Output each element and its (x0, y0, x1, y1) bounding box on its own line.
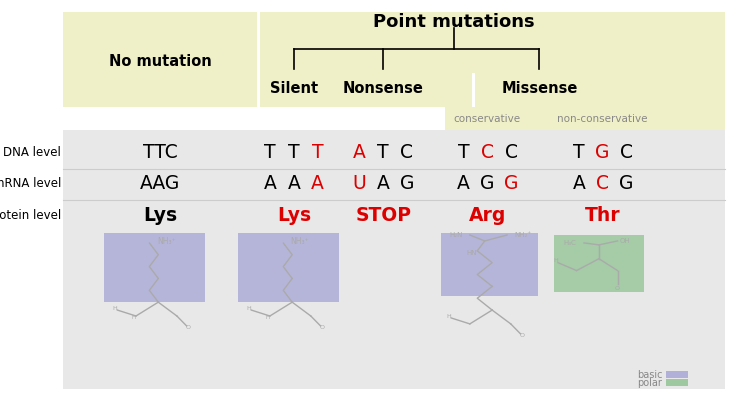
FancyBboxPatch shape (104, 233, 205, 302)
Text: T: T (264, 143, 276, 162)
Text: C: C (620, 143, 633, 162)
FancyBboxPatch shape (260, 73, 472, 107)
Text: NH₃⁺: NH₃⁺ (291, 237, 310, 246)
Text: A: A (376, 174, 390, 193)
Text: Nonsense: Nonsense (343, 81, 423, 96)
FancyBboxPatch shape (238, 233, 339, 302)
Text: mRNA level: mRNA level (0, 177, 61, 190)
Text: A: A (263, 174, 277, 193)
Text: Thr: Thr (585, 206, 620, 225)
Text: O: O (319, 325, 324, 330)
Text: C: C (504, 143, 518, 162)
Text: T: T (377, 143, 389, 162)
Text: C: C (481, 143, 494, 162)
Text: basic: basic (637, 370, 662, 380)
Text: non-conservative: non-conservative (557, 114, 648, 124)
Text: Lys: Lys (143, 206, 177, 225)
Text: H: H (247, 306, 251, 310)
Text: protein level: protein level (0, 209, 61, 222)
Text: H: H (446, 314, 452, 318)
Text: A: A (457, 174, 470, 193)
Text: O: O (519, 333, 525, 338)
FancyBboxPatch shape (260, 12, 725, 73)
Text: HN: HN (466, 250, 477, 256)
Text: C: C (596, 174, 609, 193)
Text: T: T (312, 143, 324, 162)
Text: H: H (266, 316, 270, 320)
Text: H₂N: H₂N (449, 232, 462, 238)
Text: G: G (619, 174, 634, 193)
Text: Silent: Silent (270, 81, 318, 96)
Text: G: G (480, 174, 495, 193)
Text: H: H (132, 316, 136, 320)
Text: T: T (573, 143, 585, 162)
Text: Lys: Lys (277, 206, 311, 225)
Text: polar: polar (638, 378, 662, 388)
Text: AAG: AAG (140, 174, 180, 193)
Text: OH: OH (620, 238, 630, 244)
FancyBboxPatch shape (445, 107, 725, 130)
Text: NH₂⁺: NH₂⁺ (515, 232, 532, 238)
FancyBboxPatch shape (63, 130, 725, 389)
FancyBboxPatch shape (63, 12, 257, 107)
Text: H: H (113, 306, 118, 310)
Text: T: T (458, 143, 469, 162)
Text: TTC: TTC (143, 143, 177, 162)
FancyBboxPatch shape (666, 379, 688, 386)
FancyBboxPatch shape (475, 73, 725, 107)
FancyBboxPatch shape (554, 235, 644, 292)
Text: NH₃⁺: NH₃⁺ (157, 237, 176, 246)
Text: Missense: Missense (501, 81, 577, 96)
FancyBboxPatch shape (666, 371, 688, 378)
Text: A: A (353, 143, 366, 162)
Text: H₃C: H₃C (564, 240, 577, 246)
Text: No mutation: No mutation (109, 54, 211, 69)
Text: conservative: conservative (454, 114, 521, 124)
Text: C: C (400, 143, 414, 162)
Text: G: G (595, 143, 610, 162)
FancyBboxPatch shape (441, 233, 538, 296)
Text: H: H (554, 258, 558, 263)
Text: A: A (287, 174, 301, 193)
Text: O: O (615, 286, 620, 291)
Text: T: T (288, 143, 300, 162)
Text: A: A (572, 174, 586, 193)
Text: DNA level: DNA level (3, 146, 61, 158)
Text: G: G (400, 174, 414, 193)
Text: A: A (311, 174, 324, 193)
Text: G: G (504, 174, 519, 193)
Text: Arg: Arg (469, 206, 506, 225)
Text: Point mutations: Point mutations (373, 13, 535, 31)
Text: U: U (353, 174, 366, 193)
Text: STOP: STOP (355, 206, 411, 225)
Text: O: O (185, 325, 190, 330)
